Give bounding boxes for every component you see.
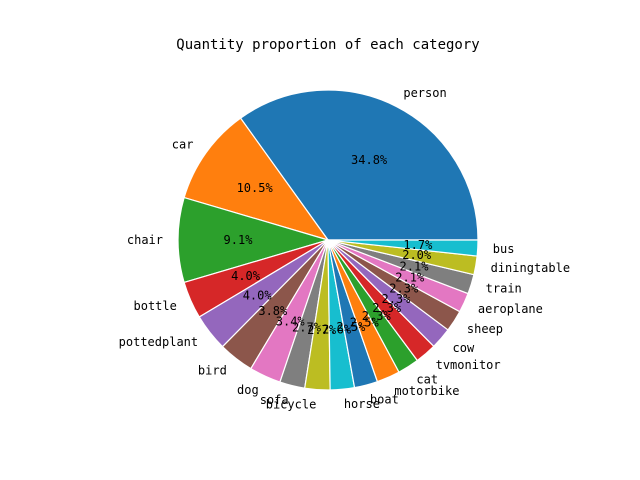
pie-slices <box>177 89 479 391</box>
category-label-bottle: bottle <box>134 299 177 313</box>
category-label-bus: bus <box>493 242 515 256</box>
pct-label-cow: 2.3% <box>381 292 411 306</box>
pct-label-train: 2.1% <box>400 260 430 274</box>
category-label-pottedplant: pottedplant <box>119 335 198 349</box>
pct-label-horse: 2.6% <box>322 323 352 337</box>
category-label-sofa: sofa <box>260 393 289 407</box>
category-label-sheep: sheep <box>467 322 503 336</box>
category-label-person: person <box>403 86 446 100</box>
pct-label-bus: 1.7% <box>403 238 433 252</box>
category-label-car: car <box>172 137 194 151</box>
category-label-chair: chair <box>127 233 163 247</box>
pie-slice-bus <box>327 239 479 257</box>
category-labels: person car chair bottle pottedplantbirddogso… <box>119 86 570 411</box>
pie-slice-chair <box>177 196 331 284</box>
pct-label-car: 10.5% <box>237 181 274 195</box>
category-label-bird: bird <box>198 363 227 377</box>
pct-label-sofa: 2.7% <box>292 320 322 334</box>
pct-label-boat: 2.5% <box>336 320 366 334</box>
category-label-tvmonitor: tvmonitor <box>436 358 501 372</box>
pie-slice-person <box>239 89 479 241</box>
pct-label-chair: 9.1% <box>224 233 254 247</box>
category-label-horse: horse <box>344 397 380 411</box>
pie-slice-car <box>183 117 330 242</box>
category-label-train: train <box>486 282 522 296</box>
pct-label-sheep: 2.3% <box>389 282 419 296</box>
percentage-labels: 34.8%10.5%9.1%4.0%4.0%3.8%3.4%2.7%2.7%2.… <box>224 153 434 337</box>
pct-label-pottedplant: 4.0% <box>243 289 273 303</box>
category-label-motorbike: motorbike <box>394 384 459 398</box>
category-label-diningtable: diningtable <box>491 261 570 275</box>
category-label-dog: dog <box>237 383 259 397</box>
pct-label-diningtable: 2.0% <box>402 248 432 262</box>
pct-label-aeroplane: 2.1% <box>395 271 425 285</box>
chart-title: Quantity proportion of each category <box>176 37 479 53</box>
pct-label-dog: 3.4% <box>276 315 306 329</box>
category-label-aeroplane: aeroplane <box>478 302 543 316</box>
category-label-bicycle: bicycle <box>266 398 317 412</box>
category-label-boat: boat <box>370 393 399 407</box>
category-label-cat: cat <box>416 372 438 386</box>
pct-label-person: 34.8% <box>351 153 388 167</box>
pct-label-motorbike: 2.5% <box>350 315 380 329</box>
category-label-cow: cow <box>453 341 475 355</box>
pct-label-bicycle: 2.7% <box>307 323 337 337</box>
pct-label-tvmonitor: 2.3% <box>372 301 402 315</box>
pct-label-bottle: 4.0% <box>231 269 261 283</box>
pct-label-bird: 3.8% <box>258 304 288 318</box>
pct-label-cat: 2.3% <box>362 309 392 323</box>
